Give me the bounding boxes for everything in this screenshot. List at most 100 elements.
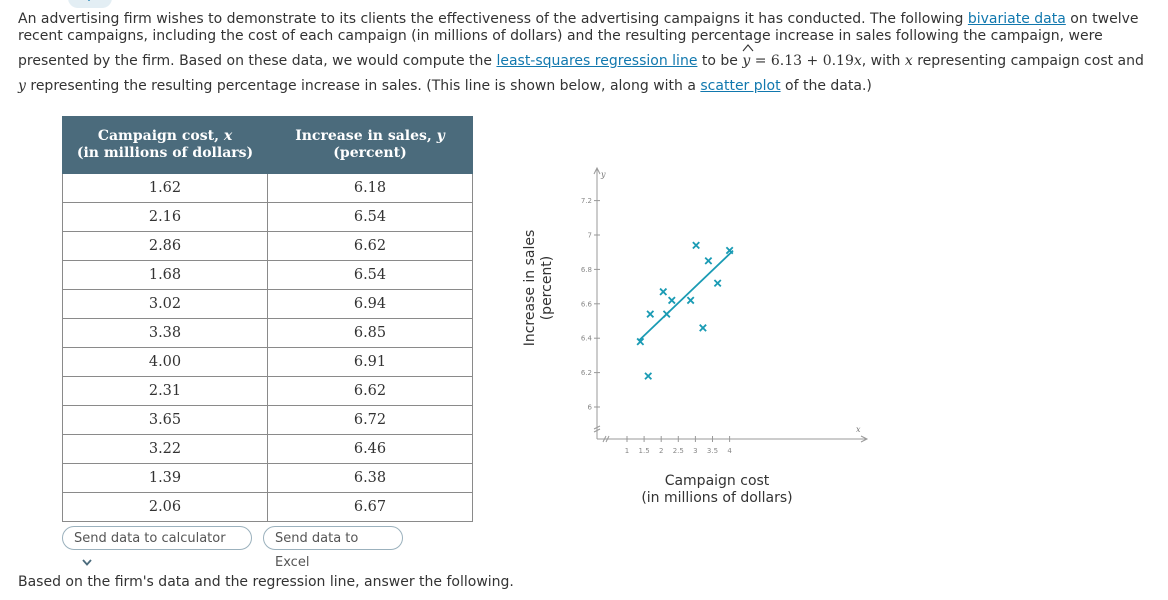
table-row: 3.38 6.85 <box>62 318 473 348</box>
cell-cost: 1.39 <box>62 463 268 493</box>
cell-sales: 6.67 <box>267 492 473 522</box>
problem-intro: An advertising firm wishes to demonstrat… <box>18 11 1158 94</box>
cell-sales: 6.91 <box>267 347 473 377</box>
scatter-point <box>646 310 655 318</box>
eq-x: x <box>853 53 862 69</box>
button-label: Send data to Excel <box>275 531 359 570</box>
scatter-point <box>725 246 734 255</box>
scatter-point <box>644 372 653 380</box>
scatter-point <box>713 279 722 287</box>
intro-line-1: An advertising firm wishes to demonstrat… <box>18 11 1158 28</box>
intro-text: to be <box>697 53 743 69</box>
send-to-excel-button[interactable]: Send data to Excel <box>263 526 403 570</box>
chevron-down-icon <box>87 0 91 1</box>
x-tick-label: 3.5 <box>707 447 718 455</box>
table-row: 2.16 6.54 <box>62 202 473 232</box>
intro-text: , with <box>861 53 905 69</box>
intro-text: on twelve <box>1065 11 1139 27</box>
intro-text: representing the resulting percentage in… <box>25 77 701 94</box>
eq-body: = 6.13 + 0.19 <box>750 53 854 69</box>
button-label: Send data to calculator <box>74 531 226 546</box>
x-tick-label: 3 <box>693 447 697 455</box>
send-to-calculator-button[interactable]: Send data to calculator <box>62 526 252 566</box>
header-text: Increase in sales, <box>295 128 437 144</box>
intro-text: presented by the firm. Based on these da… <box>18 53 497 69</box>
scatter-point <box>667 296 676 305</box>
y-axis-label-line: (percent) <box>539 255 555 321</box>
eq-y: y <box>742 53 751 69</box>
y-tick-label: 6.6 <box>581 300 593 308</box>
y-tick-label: 7.2 <box>581 197 592 205</box>
scatter-plot-link[interactable]: scatter plot <box>700 77 781 94</box>
header-text: Campaign cost, <box>97 128 224 144</box>
x-axis-var: x <box>856 425 861 434</box>
follow-up-prompt: Based on the firm's data and the regress… <box>18 574 514 590</box>
cell-sales: 6.38 <box>267 463 473 493</box>
intro-text: An advertising firm wishes to demonstrat… <box>18 11 968 27</box>
x-axis-label: Campaign cost (in millions of dollars) <box>617 473 817 507</box>
intro-text: of the data.) <box>780 77 872 94</box>
scatter-point <box>659 287 668 296</box>
scatter-point <box>692 241 700 250</box>
data-table: Campaign cost, x (in millions of dollars)… <box>62 116 473 522</box>
scatter-point <box>699 324 707 332</box>
cell-sales: 6.94 <box>267 289 473 319</box>
cell-sales: 6.54 <box>267 260 473 290</box>
cell-sales: 6.54 <box>267 202 473 232</box>
var-x: x <box>904 53 913 69</box>
table-row: 3.02 6.94 <box>62 289 473 319</box>
cell-sales: 6.46 <box>267 434 473 464</box>
scatter-point <box>704 256 713 265</box>
y-axis-label: Increase in sales (percent) <box>522 218 562 358</box>
bivariate-data-link[interactable]: bivariate data <box>967 11 1066 27</box>
header-text: (in millions of dollars) <box>76 145 254 161</box>
table-row: 1.39 6.38 <box>62 463 473 493</box>
table-row: 2.86 6.62 <box>62 231 473 261</box>
y-tick-label: 6.4 <box>581 335 593 343</box>
x-tick-label: 4 <box>727 447 732 455</box>
scatter-plot: y x 6 6.2 6.4 6.6 6.8 7 7.2 1 1.5 2 2.5 3 3.5 4 <box>581 166 869 455</box>
x-axis-arrow <box>860 435 869 443</box>
cell-sales: 6.85 <box>267 318 473 348</box>
y-axis-break <box>593 425 601 433</box>
header-text: (percent) <box>333 145 407 161</box>
table-row: 2.06 6.67 <box>62 492 473 522</box>
col-header-cost: Campaign cost, x (in millions of dollars) <box>62 116 268 174</box>
cell-sales: 6.18 <box>267 173 473 203</box>
cell-cost: 2.86 <box>62 231 268 261</box>
table-row: 1.62 6.18 <box>62 173 473 203</box>
intro-line-4: y representing the resulting percentage … <box>18 78 1158 95</box>
x-tick-label: 1.5 <box>639 447 650 455</box>
y-axis-arrow <box>593 166 601 175</box>
cell-cost: 2.16 <box>62 202 268 232</box>
y-tick-label: 6.2 <box>581 369 592 377</box>
x-tick-label: 2 <box>659 447 663 455</box>
cell-cost: 3.22 <box>62 434 268 464</box>
hat-icon <box>742 44 754 52</box>
cell-cost: 3.65 <box>62 405 268 435</box>
x-tick-label: 2.5 <box>673 447 684 455</box>
cell-sales: 6.62 <box>267 376 473 406</box>
y-tick-label: 6 <box>588 404 593 412</box>
table-row: 3.22 6.46 <box>62 434 473 464</box>
x-axis-label-line: Campaign cost <box>664 473 770 489</box>
scatter-point <box>636 337 645 346</box>
cell-cost: 4.00 <box>62 347 268 377</box>
x-axis-break <box>602 435 610 443</box>
y-hat: y <box>742 44 754 70</box>
x-axis-label-line: (in millions of dollars) <box>641 490 793 506</box>
header-var: y <box>436 128 445 144</box>
intro-text: representing campaign cost and <box>912 53 1144 69</box>
y-tick-label: 6.8 <box>581 266 592 274</box>
intro-line-3: presented by the firm. Based on these da… <box>18 44 1158 70</box>
collapse-tab[interactable] <box>68 0 112 8</box>
regression-line-link[interactable]: least-squares regression line <box>496 53 698 69</box>
y-axis-var: y <box>600 170 606 179</box>
var-y: y <box>18 77 26 94</box>
y-axis-label-line: Increase in sales <box>522 229 538 347</box>
header-var: x <box>223 128 233 144</box>
scatter-point <box>686 296 695 305</box>
chevron-down-icon <box>82 559 92 566</box>
cell-cost: 2.06 <box>62 492 268 522</box>
cell-cost: 3.38 <box>62 318 268 348</box>
